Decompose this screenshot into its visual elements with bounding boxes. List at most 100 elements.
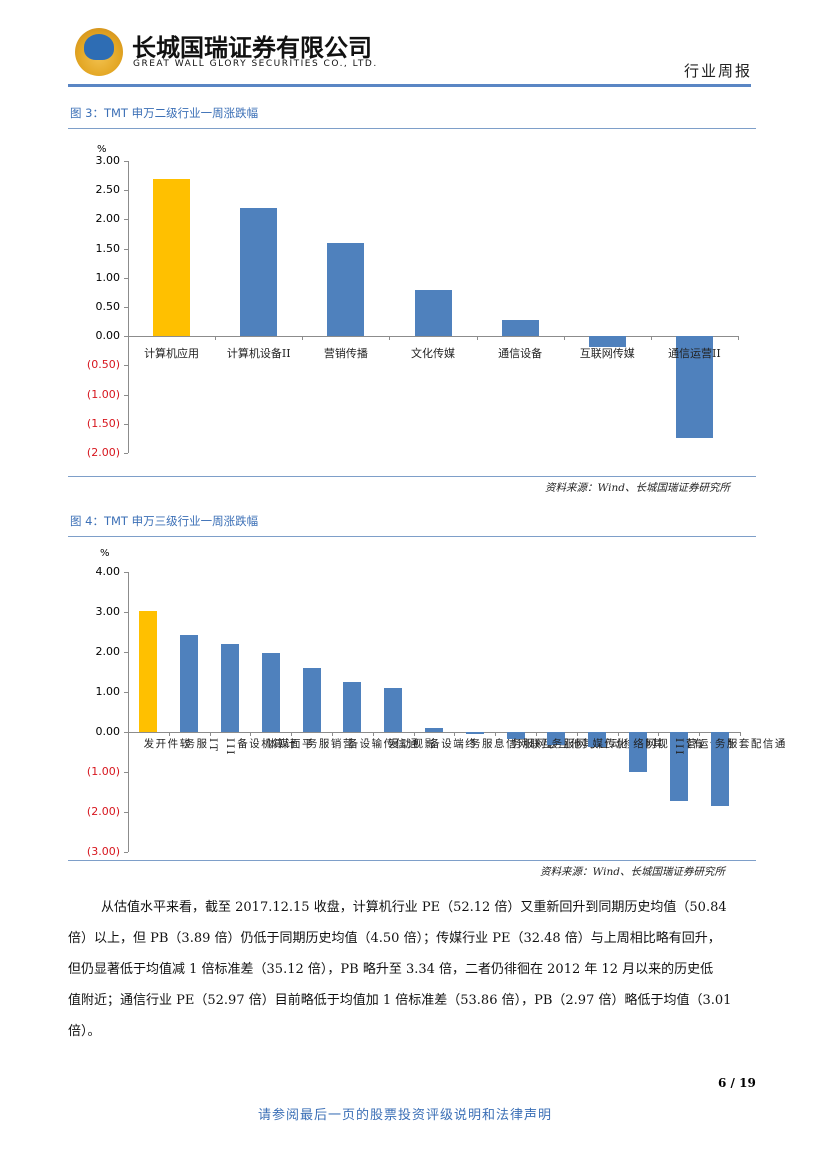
figure3-bottom-divider	[68, 476, 756, 477]
bar-4	[261, 652, 280, 732]
y-tick-mark	[124, 612, 128, 613]
y-tick-mark	[124, 572, 128, 573]
bar-5	[302, 668, 321, 732]
bar-7	[675, 336, 713, 439]
x-category-label: 营销服务	[305, 738, 354, 751]
x-category-label: 平面媒体	[264, 738, 313, 751]
y-tick-label: (2.00)	[86, 805, 120, 818]
x-category-label: 通信运营II	[668, 347, 721, 361]
y-tick-mark	[124, 336, 128, 338]
paragraph-line: 倍）。	[68, 1024, 101, 1039]
valuation-paragraph: 从估值水平来看，截至 2017.12.15 收盘，计算机行业 PE（52.12 …	[68, 892, 758, 1047]
paragraph-line: 倍）以上，但 PB（3.89 倍）仍低于同期历史均值（4.50 倍）；传媒行业 …	[68, 931, 721, 946]
x-category-label: 计算机设备III	[224, 738, 296, 757]
bar-2	[240, 208, 278, 337]
figure4-unit: %	[100, 548, 110, 559]
bar-3	[327, 243, 365, 337]
y-tick-mark	[124, 692, 128, 693]
y-tick-label: (1.50)	[86, 416, 120, 430]
company-name-en: GREAT WALL GLORY SECURITIES CO., LTD.	[133, 59, 378, 69]
x-tick-mark	[302, 336, 304, 341]
y-tick-label: (1.00)	[86, 765, 120, 778]
figure4-bottom-divider	[68, 860, 756, 861]
x-tick-mark	[332, 732, 333, 736]
x-axis	[128, 732, 740, 733]
y-tick-mark	[124, 219, 128, 221]
y-tick-label: (3.00)	[86, 845, 120, 858]
figure3-source: 资料来源：Wind、长城国瑞证券研究所	[545, 482, 730, 494]
y-tick-mark	[124, 190, 128, 192]
paragraph-line: 值附近；通信行业 PE（52.97 倍）目前略低于均值加 1 倍标准差（53.8…	[68, 993, 732, 1008]
page-number: 6 / 19	[718, 1076, 756, 1090]
bar-1	[139, 610, 158, 732]
x-category-label: 影视动漫	[387, 738, 436, 751]
y-tick-mark	[124, 365, 128, 367]
figure3-caption-divider	[68, 128, 756, 129]
x-tick-mark	[740, 732, 741, 736]
x-tick-mark	[738, 336, 739, 341]
figure4-caption-divider	[68, 536, 756, 537]
y-tick-mark	[124, 852, 128, 853]
x-category-label: 互联网传媒	[579, 347, 635, 361]
bar-2	[180, 634, 199, 732]
x-tick-mark	[250, 732, 252, 736]
bar-5	[501, 320, 539, 337]
x-tick-mark	[168, 732, 170, 736]
x-tick-mark	[576, 732, 578, 736]
report-type: 行业周报	[684, 62, 753, 80]
y-tick-mark	[124, 453, 128, 454]
bar-4	[414, 290, 452, 337]
x-tick-mark	[617, 732, 619, 736]
x-tick-mark	[495, 732, 497, 736]
y-tick-label: 1.00	[95, 685, 121, 698]
figure4-caption: 图 4：TMT 申万三级行业一周涨跌幅	[70, 514, 259, 528]
bar-13	[629, 732, 647, 773]
y-tick-label: (2.00)	[86, 446, 120, 459]
x-category-label: IT服务	[183, 738, 220, 754]
y-tick-label: 1.00	[95, 270, 121, 284]
y-axis	[128, 572, 129, 852]
y-tick-label: (1.00)	[86, 387, 120, 401]
y-tick-label: 0.00	[95, 329, 121, 343]
y-tick-mark	[124, 423, 128, 425]
figure3-caption: 图 3：TMT 申万二级行业一周涨跌幅	[70, 106, 259, 120]
x-tick-mark	[389, 336, 391, 341]
logo-emblem-icon	[84, 34, 114, 60]
x-tick-mark	[699, 732, 701, 736]
bar-6	[588, 336, 626, 348]
y-tick-label: 2.50	[95, 183, 121, 197]
bar-6	[343, 682, 362, 732]
x-tick-mark	[658, 732, 660, 736]
x-tick-mark	[413, 732, 415, 736]
paragraph-line: 但仍显著低于均值减 1 倍标准差（35.12 倍），PB 略升至 3.34 倍，…	[68, 962, 714, 977]
x-category-label: 计算机设备II	[226, 347, 291, 361]
figure3-unit: %	[97, 144, 107, 155]
x-tick-mark	[650, 336, 652, 341]
footer-disclaimer: 请参阅最后一页的股票投资评级说明和法律声明	[258, 1108, 553, 1123]
x-tick-mark	[372, 732, 374, 736]
y-tick-label: 4.00	[95, 565, 121, 578]
y-tick-label: 2.00	[95, 645, 121, 658]
bar-15	[710, 732, 729, 806]
x-category-label: 文化传媒	[411, 347, 455, 361]
y-tick-label: 1.50	[95, 241, 121, 255]
y-tick-mark	[124, 652, 128, 653]
x-category-label: 通信配套服务	[713, 738, 786, 751]
y-tick-mark	[124, 772, 128, 773]
bar-1	[153, 179, 191, 337]
y-tick-label: 2.00	[95, 212, 121, 226]
y-tick-mark	[124, 161, 128, 162]
x-tick-mark	[476, 336, 478, 341]
x-category-label: 计算机应用	[144, 347, 200, 361]
x-tick-mark	[563, 336, 565, 341]
x-category-label: 营销传播	[323, 347, 368, 361]
bar-7	[384, 688, 403, 732]
x-axis	[128, 336, 738, 338]
x-tick-mark	[209, 732, 211, 736]
y-tick-label: 3.00	[95, 605, 121, 618]
header-divider	[68, 84, 751, 87]
y-tick-mark	[124, 277, 128, 279]
x-tick-mark	[215, 336, 217, 341]
y-tick-label: 3.00	[95, 154, 121, 167]
bar-14	[669, 732, 688, 802]
